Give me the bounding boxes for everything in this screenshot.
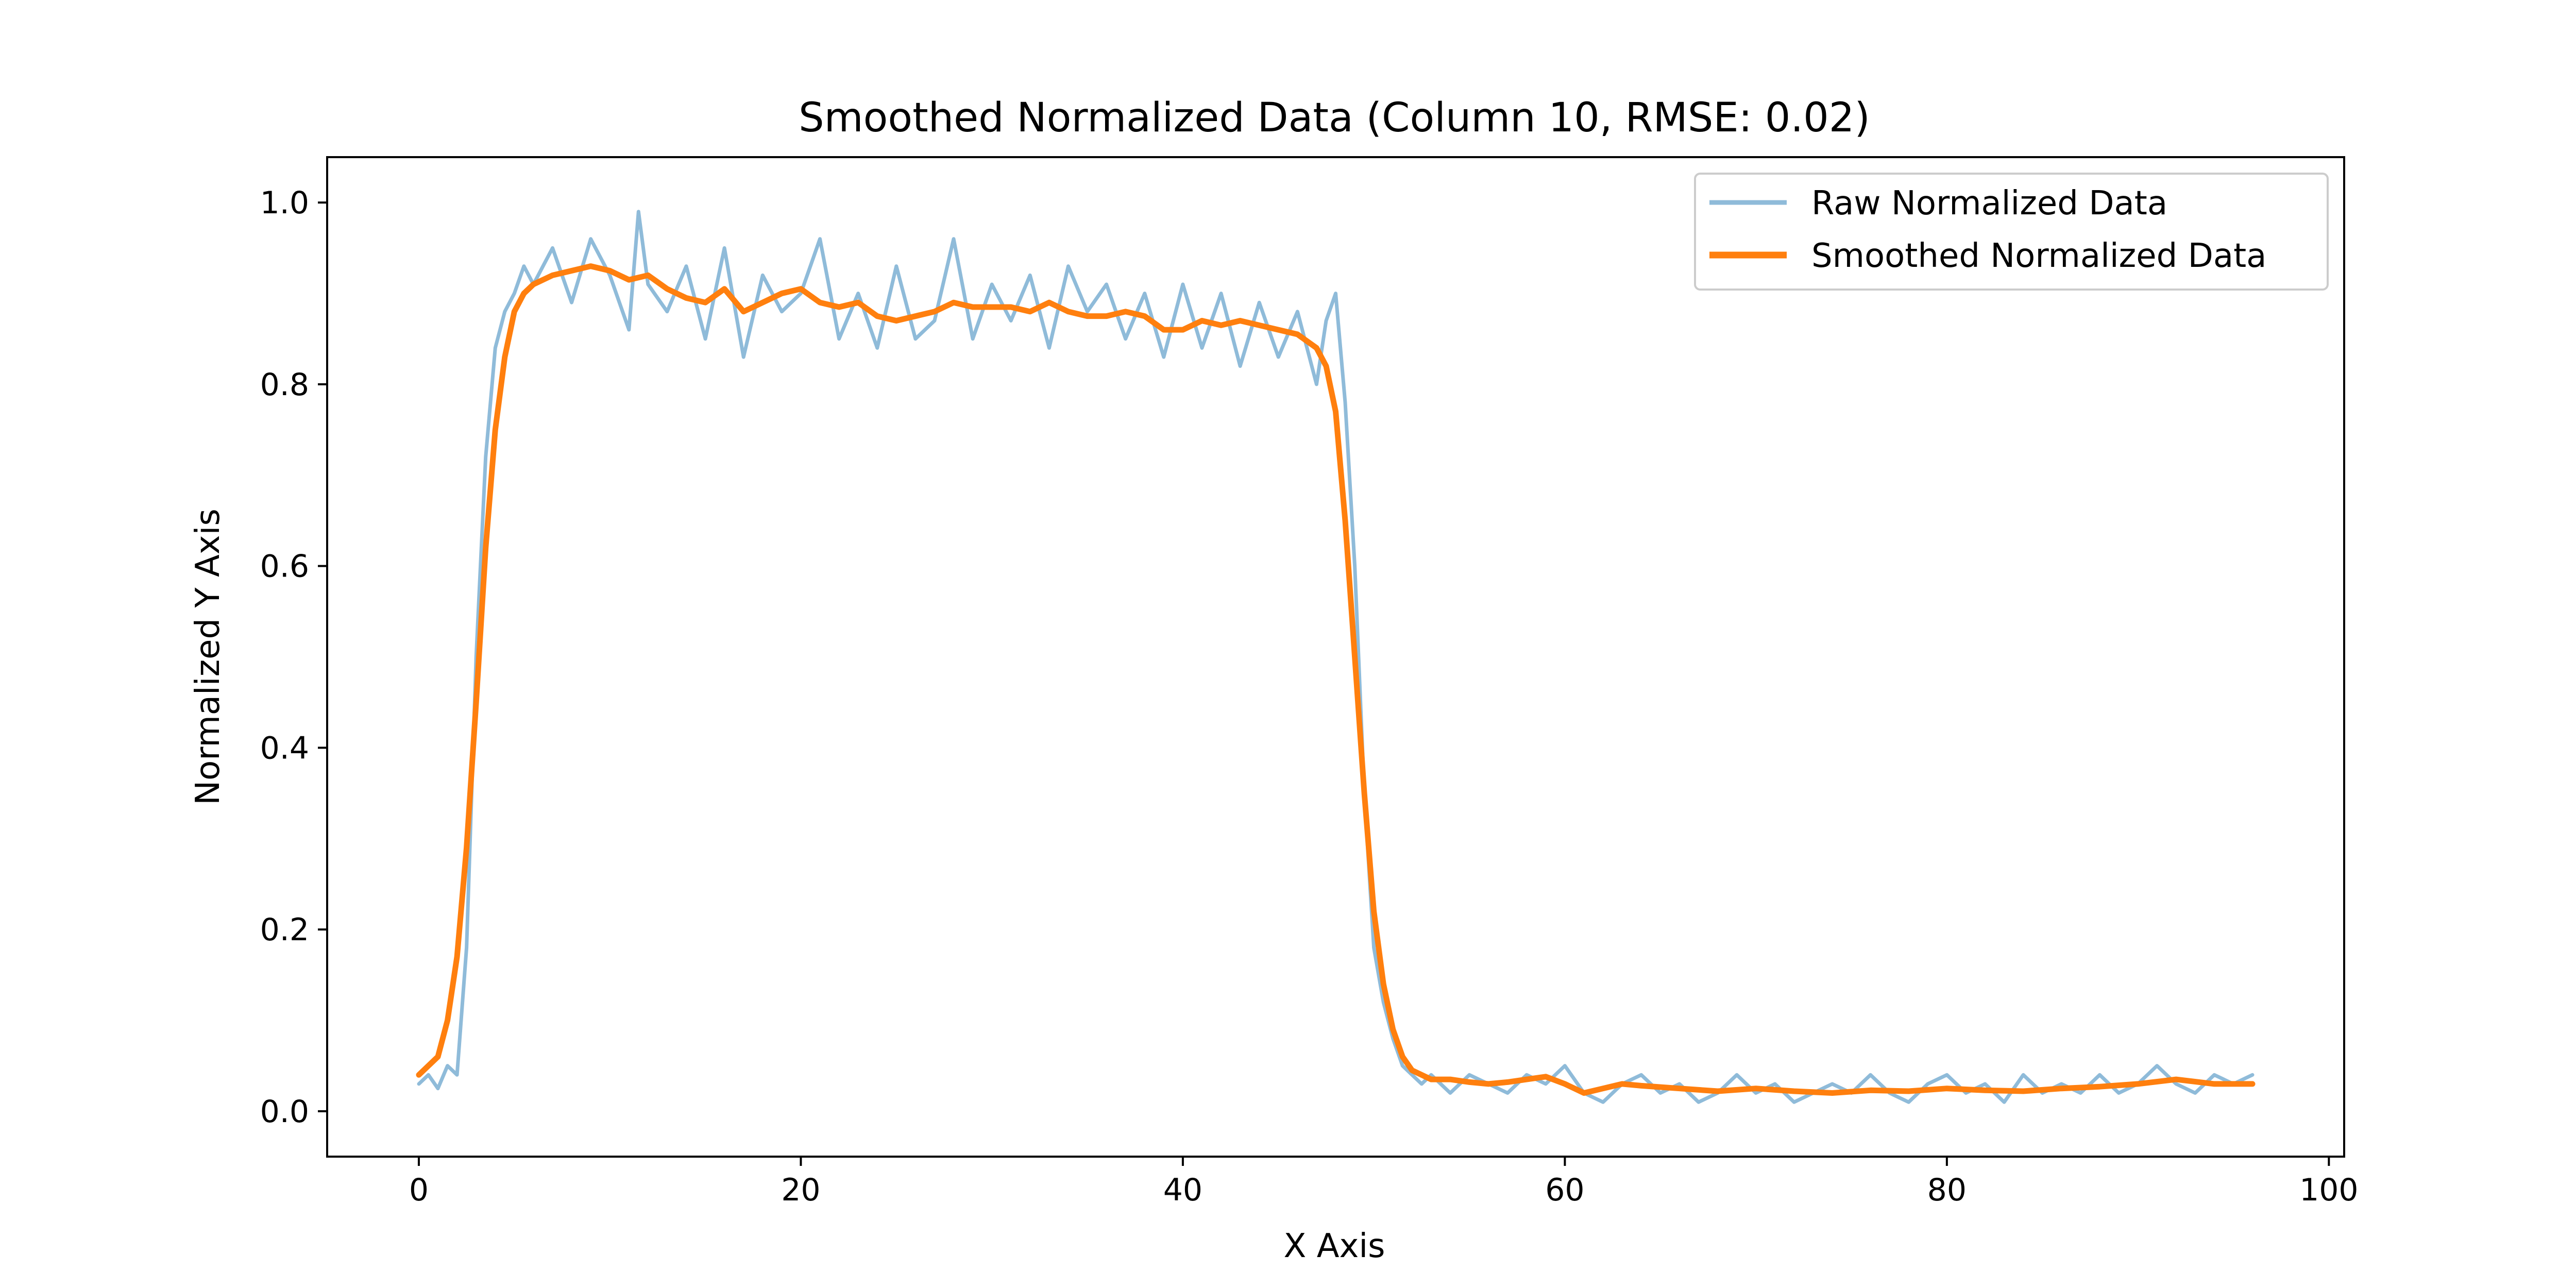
legend-box bbox=[1694, 173, 2329, 291]
plot-area bbox=[416, 210, 2256, 1104]
y-tick-label: 0.4 bbox=[260, 730, 309, 766]
x-tick-label: 20 bbox=[781, 1172, 820, 1208]
y-tick-label: 0.2 bbox=[260, 912, 309, 948]
legend: Raw Normalized Data Smoothed Normalized … bbox=[1694, 173, 2329, 291]
y-tick-label: 0.8 bbox=[260, 367, 309, 403]
x-tick-label: 100 bbox=[2299, 1172, 2359, 1208]
y-tick-label: 0.6 bbox=[260, 549, 309, 585]
legend-label-smoothed: Smoothed Normalized Data bbox=[1811, 237, 2266, 275]
x-tick-label: 0 bbox=[409, 1172, 429, 1208]
plot-frame bbox=[326, 156, 2345, 1158]
x-axis: 0 20 40 60 80 100 bbox=[409, 1157, 2359, 1208]
x-tick-label: 80 bbox=[1927, 1172, 1967, 1208]
x-tick-label: 40 bbox=[1163, 1172, 1202, 1208]
series-line-smoothed bbox=[416, 263, 2256, 1096]
x-axis-label: X Axis bbox=[1284, 1227, 1385, 1265]
y-axis: 0.0 0.2 0.4 0.6 0.8 1.0 bbox=[260, 185, 327, 1130]
y-tick-label: 1.0 bbox=[260, 185, 309, 221]
legend-label-raw: Raw Normalized Data bbox=[1811, 184, 2167, 223]
chart-title: Smoothed Normalized Data (Column 10, RMS… bbox=[799, 95, 1870, 141]
y-tick-label: 0.0 bbox=[260, 1094, 309, 1130]
y-axis-label: Normalized Y Axis bbox=[189, 509, 227, 805]
x-tick-label: 60 bbox=[1545, 1172, 1584, 1208]
